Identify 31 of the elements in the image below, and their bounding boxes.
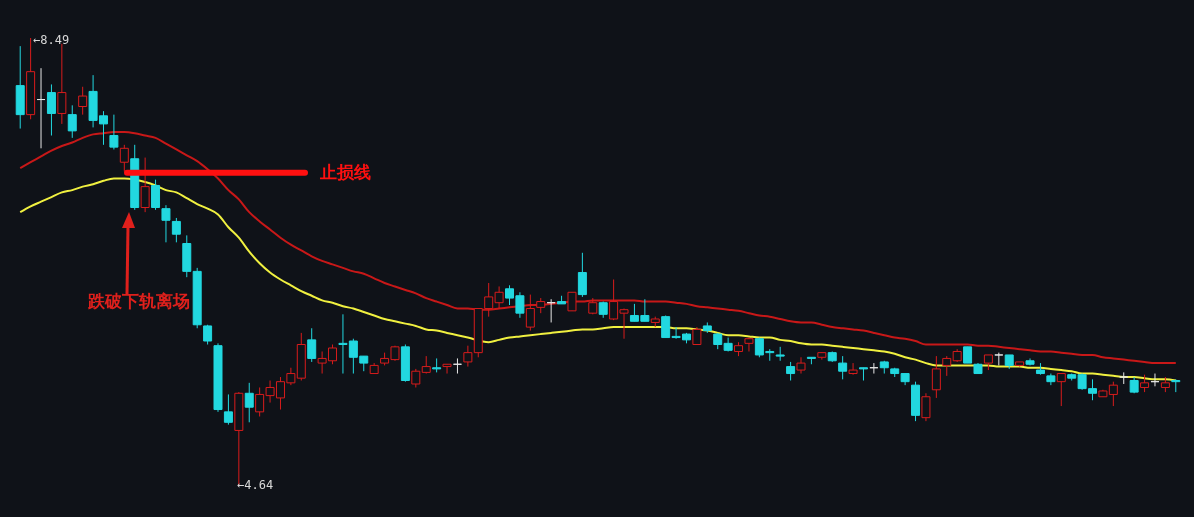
candlestick <box>411 368 421 388</box>
candlestick <box>46 83 56 137</box>
candlestick <box>442 363 452 375</box>
candlestick <box>57 43 67 125</box>
candlestick <box>525 294 535 332</box>
annotation: ←4.64 <box>237 478 274 492</box>
ref-line-label: 止损线 <box>319 161 371 182</box>
candlestick <box>67 104 77 139</box>
candlestick <box>140 157 150 213</box>
candlestick <box>567 291 577 312</box>
candlestick <box>796 356 806 375</box>
annotation: 跌破下轨离场 <box>87 291 190 311</box>
candlestick <box>838 355 848 380</box>
candlestick <box>109 114 119 150</box>
annotation: ←8.49 <box>33 33 70 47</box>
candlestick <box>161 204 171 243</box>
candlestick <box>307 327 317 363</box>
candlestick <box>78 86 88 116</box>
candlestick <box>848 362 858 376</box>
candlestick <box>119 144 129 173</box>
candlestick <box>577 252 587 298</box>
candlestick <box>744 337 754 352</box>
candlestick <box>942 355 952 377</box>
candlestick <box>786 361 796 382</box>
candlestick <box>931 355 941 399</box>
candlestick <box>921 392 931 422</box>
candlestick <box>244 382 254 423</box>
candlestick <box>223 393 233 426</box>
candlestick <box>171 217 181 243</box>
candlestick <box>151 179 161 211</box>
candlestick <box>1056 373 1066 407</box>
